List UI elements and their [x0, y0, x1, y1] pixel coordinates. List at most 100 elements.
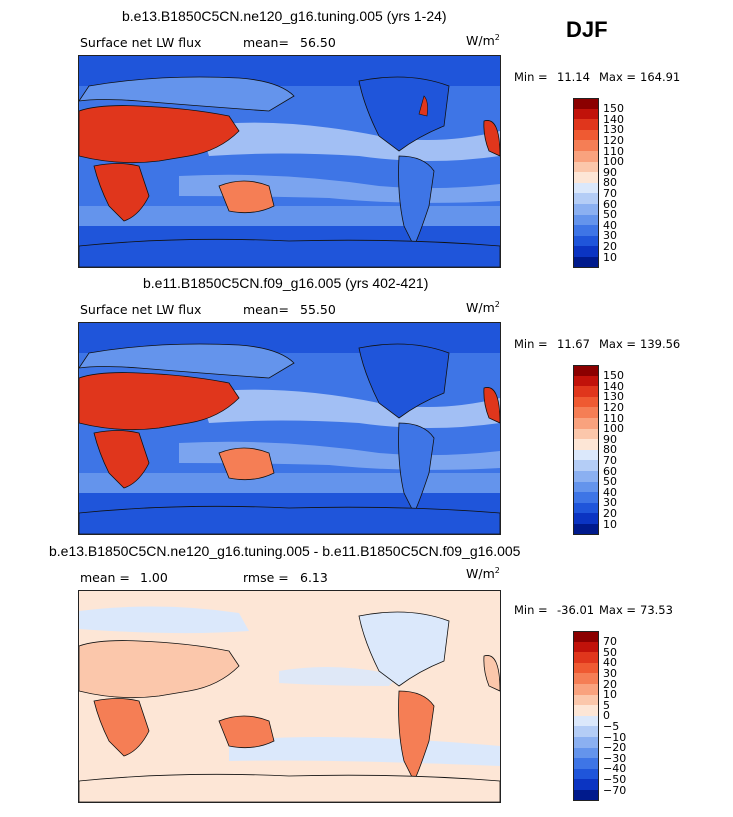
panel2-max-label: Max = [599, 337, 637, 351]
panel2-map-svg [79, 323, 500, 534]
colorbar-tick-label: −20 [603, 741, 627, 755]
panel3-units: W/m2 [466, 566, 500, 582]
colorbar-tick-label: 100 [603, 422, 624, 436]
colorbar-tick-label: 30 [603, 229, 617, 243]
colorbar-swatch [573, 98, 599, 109]
colorbar-tick-label: 150 [603, 369, 624, 383]
panel3-map [78, 590, 501, 803]
colorbar-swatch [573, 790, 599, 801]
colorbar-tick-label: 30 [603, 666, 617, 680]
colorbar-tick-label: 0 [603, 709, 610, 723]
colorbar-tick-label: 40 [603, 656, 617, 670]
colorbar-swatch [573, 662, 599, 674]
panel1-mean-value: 56.50 [300, 35, 336, 50]
colorbar-swatch [573, 694, 599, 706]
panel1-colorbar: 150 140 130 120 110 100 90 80 70 60 50 40 30 20 10 [573, 98, 633, 284]
colorbar-tick-label: 50 [603, 475, 617, 489]
panel2-variable-label: Surface net LW flux [80, 302, 202, 317]
panel3-colorbar: 70 50 40 30 20 10 5 0 −5 −10 −20 −30 −40 −50 −70 [573, 631, 633, 817]
colorbar-swatch [573, 471, 599, 482]
colorbar-swatch [573, 768, 599, 780]
colorbar-tick-label: 10 [603, 517, 617, 531]
colorbar-tick-label: −10 [603, 730, 627, 744]
colorbar-tick-label: −50 [603, 772, 627, 786]
colorbar-tick-label: 70 [603, 186, 617, 200]
colorbar-tick-label: −40 [603, 762, 627, 776]
colorbar-swatch [573, 513, 599, 524]
colorbar-swatch [573, 214, 599, 226]
colorbar-tick-label: −70 [603, 783, 627, 797]
panel1-max-label: Max = [599, 70, 637, 84]
colorbar-tick-label: 20 [603, 506, 617, 520]
panel2-max-value: 139.56 [640, 337, 681, 351]
colorbar-tick-label: 140 [603, 379, 624, 393]
colorbar-tick-label: −5 [603, 719, 620, 733]
panel3-map-svg [79, 591, 500, 802]
colorbar-swatch [573, 439, 599, 450]
colorbar-tick-label: 20 [603, 677, 617, 691]
panel3-mean-value: 1.00 [140, 570, 168, 585]
colorbar-tick-label: 60 [603, 197, 617, 211]
colorbar-swatch [573, 193, 599, 204]
colorbar-tick-label: 150 [603, 102, 624, 116]
colorbar-tick-label: 100 [603, 155, 624, 169]
colorbar-tick-label: 110 [603, 411, 624, 425]
colorbar-swatch [573, 641, 599, 653]
colorbar-swatch [573, 779, 599, 790]
colorbar-swatch [573, 161, 599, 173]
panel1-max-value: 164.91 [640, 70, 681, 84]
colorbar-tick-label: 30 [603, 496, 617, 510]
colorbar-swatch [573, 631, 599, 642]
panel2-title: b.e11.B1850C5CN.f09_g16.005 (yrs 402-421… [143, 275, 429, 291]
panel2-colorbar: 150 140 130 120 110 100 90 80 70 60 50 40 30 20 10 [573, 365, 633, 551]
season-label: DJF [566, 17, 608, 42]
colorbar-swatch [573, 151, 599, 162]
panel3-rmse-value: 6.13 [300, 570, 328, 585]
colorbar-swatch [573, 502, 599, 514]
panel1-min-value: 11.14 [557, 70, 590, 84]
colorbar-swatch [573, 365, 599, 376]
colorbar-swatch [573, 758, 599, 769]
colorbar-swatch [573, 108, 599, 120]
colorbar-swatch [573, 492, 599, 503]
colorbar-tick-label: 40 [603, 485, 617, 499]
panel1-units: W/m2 [466, 33, 500, 49]
panel3-max-value: 73.53 [640, 603, 673, 617]
colorbar-tick-label: 110 [603, 144, 624, 158]
colorbar-swatch [573, 129, 599, 141]
colorbar-swatch [573, 726, 599, 737]
panel3-max-label: Max = [599, 603, 637, 617]
panel2-min-value: 11.67 [557, 337, 590, 351]
panel1-min-label: Min = [514, 70, 548, 84]
panel1-map [78, 55, 501, 268]
colorbar-swatch [573, 418, 599, 429]
colorbar-swatch [573, 375, 599, 387]
colorbar-tick-label: 140 [603, 112, 624, 126]
colorbar-tick-label: 70 [603, 635, 617, 649]
colorbar-swatch [573, 172, 599, 183]
colorbar-tick-label: 5 [603, 698, 610, 712]
colorbar-swatch [573, 673, 599, 684]
colorbar-swatch [573, 705, 599, 716]
panel3-rmse-label: rmse = [243, 570, 289, 585]
panel2-mean-value: 55.50 [300, 302, 336, 317]
panel2-mean-label: mean= [243, 302, 289, 317]
panel2-min-label: Min = [514, 337, 548, 351]
colorbar-tick-label: 80 [603, 176, 617, 190]
panel1-mean-label: mean= [243, 35, 289, 50]
colorbar-swatch [573, 257, 599, 268]
colorbar-swatch [573, 407, 599, 418]
colorbar-tick-label: 120 [603, 133, 624, 147]
colorbar-swatch [573, 684, 599, 695]
colorbar-swatch [573, 225, 599, 236]
panel3-mean-label: mean = [80, 570, 130, 585]
colorbar-tick-label: 70 [603, 453, 617, 467]
colorbar-tick-label: 120 [603, 400, 624, 414]
colorbar-swatch [573, 386, 599, 397]
colorbar-swatch [573, 204, 599, 215]
colorbar-swatch [573, 182, 599, 194]
colorbar-swatch [573, 140, 599, 151]
colorbar-tick-label: −30 [603, 751, 627, 765]
panel2-units: W/m2 [466, 300, 500, 316]
colorbar-swatch [573, 481, 599, 493]
